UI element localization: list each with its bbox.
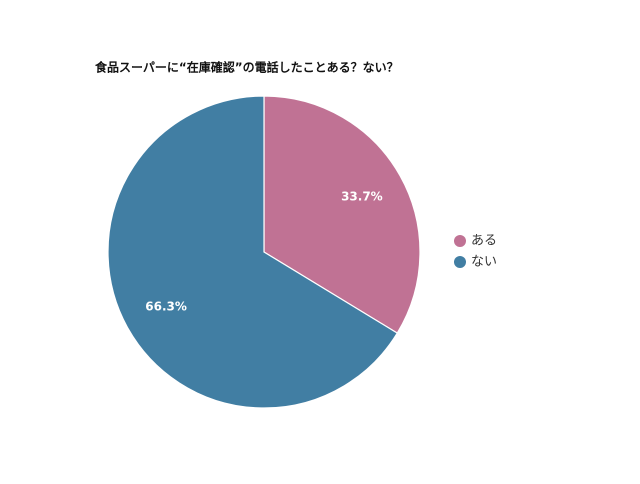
pie-slice <box>263 95 421 334</box>
legend-marker <box>454 235 466 247</box>
legend-label: ない <box>471 255 497 270</box>
data-label: 33.7% <box>341 189 383 203</box>
data-label: 66.3% <box>145 300 187 314</box>
pie-slice <box>107 95 399 409</box>
chart-title: 食品スーパーに“在庫確認”の電話したことある？ない？ <box>94 60 399 75</box>
legend-label: ある <box>471 234 497 249</box>
legend-marker <box>454 256 466 268</box>
